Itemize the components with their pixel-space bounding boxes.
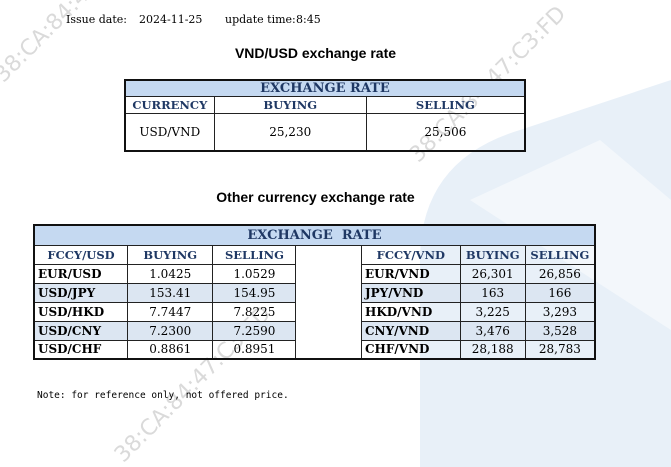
column-header: BUYING [459, 244, 526, 265]
rate-cell: 0.8951 [212, 339, 297, 360]
table1-title: VND/USD exchange rate [234, 45, 397, 61]
rate-cell: 7.2590 [212, 320, 297, 341]
rate-cell: 0.8861 [127, 339, 214, 360]
currency-pair: HKD/VND [360, 301, 461, 322]
data-row: USD/CHF 0.8861 0.8951 CHF/VND 28,188 28,783 [33, 339, 596, 360]
rate-cell: 7.7447 [127, 301, 214, 322]
rate-cell: 154.95 [212, 282, 297, 303]
cell: USD/VND [124, 113, 215, 151]
column-header: SELLING [212, 244, 297, 265]
currency-pair: USD/CHF [33, 339, 129, 360]
rate-cell: 7.2300 [127, 320, 214, 341]
rate-cell: 3,528 [524, 320, 596, 341]
column-header: BUYING [127, 244, 214, 265]
caption-row: EXCHANGE RATE [124, 79, 526, 97]
currency-pair: JPY/VND [360, 282, 461, 303]
rate-cell: 153.41 [127, 282, 214, 303]
rate-cell: 7.8225 [212, 301, 297, 322]
column-row: CURRENCY BUYING SELLING [124, 96, 526, 114]
currency-pair: CHF/VND [360, 339, 461, 360]
rate-cell: 1.0425 [127, 263, 214, 284]
spacer [295, 245, 362, 264]
rate-cell: 166 [524, 282, 596, 303]
spacer [295, 283, 362, 302]
update-time: 8:45 [296, 13, 321, 26]
issue-date: 2024-11-25 [139, 13, 203, 26]
data-row: USD/VND 25,230 25,506 [124, 113, 526, 151]
note: Note: for reference only, not offered pr… [37, 390, 289, 401]
caption: EXCHANGE RATE [124, 79, 526, 97]
data-row: USD/CNY 7.2300 7.2590 CNY/VND 3,476 3,528 [33, 320, 596, 341]
rate-cell: 28,783 [524, 339, 596, 360]
rate-cell: 28,188 [459, 339, 526, 360]
spacer [295, 340, 362, 359]
rate-cell: 163 [459, 282, 526, 303]
data-row: USD/HKD 7.7447 7.8225 HKD/VND 3,225 3,293 [33, 301, 596, 322]
currency-pair: USD/CNY [33, 320, 129, 341]
spacer [295, 321, 362, 340]
rate-cell: 26,856 [524, 263, 596, 284]
currency-pair: EUR/USD [33, 263, 129, 284]
column-header: SELLING [524, 244, 596, 265]
caption: EXCHANGE RATE [33, 224, 596, 246]
cell: 25,230 [213, 113, 367, 151]
rate-cell: 3,293 [524, 301, 596, 322]
column-header: FCCY/USD [33, 244, 129, 265]
table2: EXCHANGE RATE FCCY/USD BUYING SELLING FCCY/V… [33, 224, 596, 360]
rate-cell: 1.0529 [212, 263, 297, 284]
currency-pair: USD/HKD [33, 301, 129, 322]
issue-date-label: Issue date: [66, 13, 127, 26]
currency-pair: USD/JPY [33, 282, 129, 303]
column-header: BUYING [213, 96, 367, 114]
table1: EXCHANGE RATE CURRENCY BUYING SELLING USD/VN… [124, 79, 526, 152]
update-time-label: update time: [225, 13, 296, 26]
currency-pair: EUR/VND [360, 263, 461, 284]
spacer [295, 302, 362, 321]
table2-title: Other currency exchange rate [216, 189, 415, 205]
currency-pair: CNY/VND [360, 320, 461, 341]
data-row: EUR/USD 1.0425 1.0529 EUR/VND 26,301 26,856 [33, 263, 596, 284]
column-row: FCCY/USD BUYING SELLING FCCY/VND BUYING SELLI… [33, 244, 596, 265]
cell: 25,506 [365, 113, 526, 151]
column-header: CURRENCY [124, 96, 215, 114]
spacer [295, 264, 362, 283]
column-header: FCCY/VND [360, 244, 461, 265]
data-row: USD/JPY 153.41 154.95 JPY/VND 163 166 [33, 282, 596, 303]
caption-row: EXCHANGE RATE [33, 224, 596, 246]
rate-cell: 3,225 [459, 301, 526, 322]
rate-cell: 26,301 [459, 263, 526, 284]
column-header: SELLING [365, 96, 526, 114]
rate-cell: 3,476 [459, 320, 526, 341]
